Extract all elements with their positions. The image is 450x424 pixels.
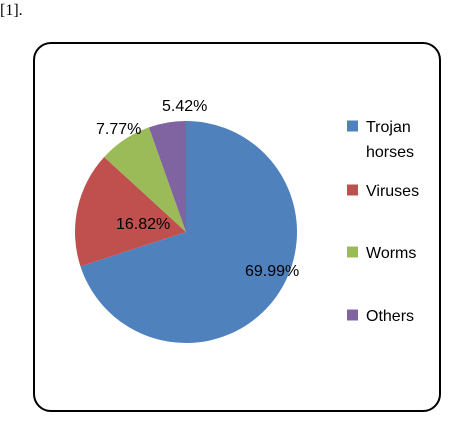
- data-label-trojan-horses: 69.99%: [245, 263, 299, 280]
- pie-slice-viruses: [74, 156, 186, 267]
- legend-label-trojan-horses-line1: Trojan: [366, 119, 411, 136]
- data-label-worms: 7.77%: [96, 121, 141, 138]
- legend-swatch-worms: [347, 246, 358, 258]
- legend-label-viruses: Viruses: [366, 183, 419, 200]
- pie-slice-trojan-horses: [80, 121, 297, 343]
- legend-swatch-others: [347, 309, 358, 321]
- legend-label-others: Others: [366, 308, 414, 325]
- pie-slice-others: [148, 121, 186, 232]
- legend-swatch-trojan-horses: [347, 120, 358, 132]
- data-label-viruses: 16.82%: [116, 216, 170, 233]
- data-label-others: 5.42%: [162, 98, 207, 115]
- pie-slice-worms: [104, 127, 186, 232]
- legend-label-worms: Worms: [366, 245, 416, 262]
- reference-text: [1].: [0, 2, 23, 19]
- legend-label-trojan-horses-line2: horses: [366, 144, 414, 161]
- legend-swatch-viruses: [347, 184, 358, 196]
